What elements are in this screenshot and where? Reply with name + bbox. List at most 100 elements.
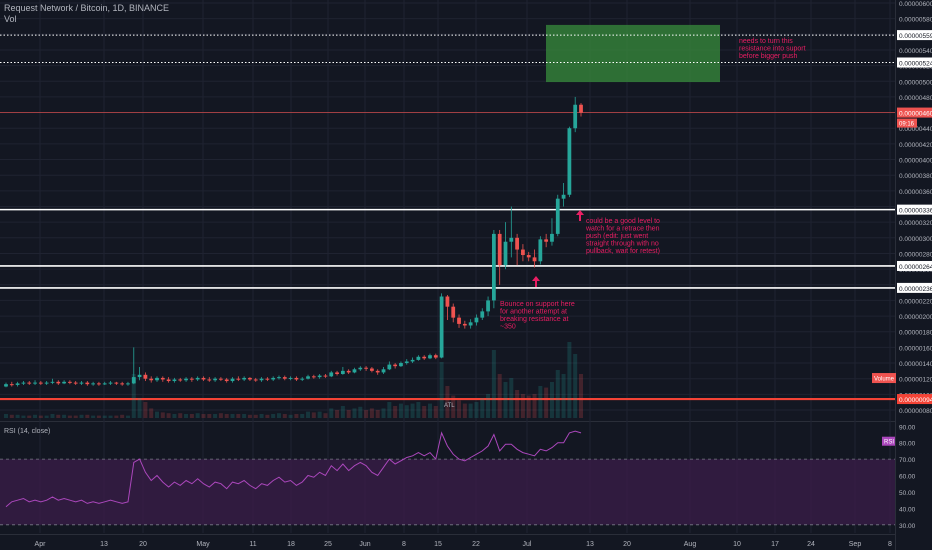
candle-body bbox=[509, 237, 514, 242]
price-tick-label: 0.00000220 bbox=[899, 298, 932, 305]
volume-bar bbox=[79, 414, 84, 418]
candle-body bbox=[219, 378, 223, 380]
candle-body bbox=[155, 377, 159, 381]
candle-body bbox=[521, 249, 525, 256]
time-tick-label: 22 bbox=[472, 541, 480, 548]
price-tick-label: 0.00000580 bbox=[899, 17, 932, 24]
target-zone-layer bbox=[546, 24, 720, 83]
candle-body bbox=[85, 382, 90, 385]
volume-bar bbox=[451, 395, 456, 418]
volume-bar bbox=[445, 386, 450, 418]
candle-body bbox=[207, 379, 212, 381]
rsi-tick-label: 60.00 bbox=[899, 474, 916, 481]
volume-bar bbox=[242, 414, 247, 418]
volume-bar bbox=[85, 414, 90, 418]
candle-body bbox=[91, 383, 96, 385]
volume-bar bbox=[50, 414, 55, 418]
volume-bar bbox=[340, 406, 345, 418]
candle-body bbox=[189, 378, 194, 380]
time-tick-label: Jun bbox=[359, 541, 370, 548]
candle-body bbox=[4, 384, 8, 387]
volume-bar bbox=[172, 414, 177, 418]
candle-body bbox=[370, 368, 374, 371]
time-tick-label: 20 bbox=[623, 541, 631, 548]
rsi-band bbox=[0, 459, 895, 525]
volume-bar bbox=[44, 415, 49, 418]
price-tick-label: 0.00000180 bbox=[899, 330, 932, 337]
price-tick-label: 0.00000320 bbox=[899, 220, 932, 227]
candle-body bbox=[346, 370, 351, 373]
volume-bar bbox=[375, 410, 380, 418]
price-tick-label: 0.00000380 bbox=[899, 173, 932, 180]
candle-body bbox=[340, 370, 345, 374]
price-tick-label: 0.00000500 bbox=[899, 79, 932, 86]
candle-body bbox=[73, 382, 78, 384]
candle-body bbox=[538, 239, 543, 262]
volume-bar bbox=[381, 408, 386, 418]
candle-body bbox=[126, 383, 130, 385]
candle-body bbox=[300, 378, 305, 380]
candle-body bbox=[579, 104, 583, 113]
candle-body bbox=[248, 377, 252, 380]
volume-bar bbox=[486, 394, 491, 418]
price-axis[interactable]: 0.000006000.000005800.000005600.00000540… bbox=[872, 1, 932, 530]
volume-bar bbox=[555, 370, 560, 418]
middle-note-line: pullback, wait for retest) bbox=[586, 248, 660, 255]
volume-bar bbox=[38, 415, 43, 418]
volume-bar bbox=[125, 415, 130, 418]
volume-bar bbox=[271, 414, 276, 418]
rsi-tick-label: 90.00 bbox=[899, 424, 916, 431]
volume-bar bbox=[160, 412, 165, 418]
candle-body bbox=[387, 364, 392, 370]
rsi-badge-bg bbox=[882, 436, 895, 446]
volume-bar bbox=[259, 414, 264, 418]
volume-bar bbox=[102, 415, 107, 418]
candle-body bbox=[282, 377, 287, 379]
volume-bar bbox=[149, 408, 154, 418]
price-tick-label: 0.00000200 bbox=[899, 314, 932, 321]
volume-tag: Volume bbox=[874, 377, 895, 383]
volume-bar bbox=[56, 414, 61, 418]
candle-body bbox=[335, 372, 339, 374]
candle-body bbox=[50, 381, 55, 383]
up-arrow-middle bbox=[576, 210, 584, 221]
candle-body bbox=[288, 377, 293, 379]
time-tick-label: 20 bbox=[139, 541, 147, 548]
candle-body bbox=[329, 372, 334, 377]
time-tick-label: Jul bbox=[523, 541, 532, 548]
candle-body bbox=[33, 382, 37, 384]
volume-bar bbox=[108, 415, 113, 418]
candle-body bbox=[21, 382, 26, 384]
rsi-badge: RSI bbox=[884, 440, 894, 446]
candle-body bbox=[532, 257, 537, 262]
volume-bar bbox=[526, 395, 531, 418]
candle-body bbox=[410, 359, 415, 362]
volume-bar bbox=[207, 414, 212, 418]
candle-body bbox=[544, 239, 549, 242]
volume-bar bbox=[300, 414, 305, 418]
volume-bar bbox=[91, 415, 96, 418]
volume-bar bbox=[195, 413, 200, 418]
candle-body bbox=[172, 379, 177, 382]
volume-bar bbox=[213, 414, 218, 418]
time-tick-label: 25 bbox=[324, 541, 332, 548]
time-axis[interactable]: Apr 13 20 May 11 18 25 Jun 8 15 22 Jul 13 20 Aug 10 17 24… bbox=[35, 541, 893, 548]
candle-body bbox=[253, 379, 258, 381]
current-price-label: 0.00000460 bbox=[899, 111, 932, 118]
red-level-label-bg bbox=[897, 394, 932, 405]
candle-body bbox=[439, 296, 444, 358]
volume-bar bbox=[457, 400, 462, 418]
price-tick-label: 0.00000360 bbox=[899, 189, 932, 196]
dotted-level-559-label-bg bbox=[897, 30, 932, 41]
price-tick-label: 0.00000120 bbox=[899, 377, 932, 384]
candle-body bbox=[9, 384, 14, 386]
candle-body bbox=[114, 382, 119, 384]
candle-body bbox=[317, 375, 322, 378]
volume-bar bbox=[532, 394, 537, 418]
candle-body bbox=[56, 381, 61, 384]
time-tick-label: 18 bbox=[287, 541, 295, 548]
candle-body bbox=[102, 383, 107, 385]
candle-body bbox=[137, 374, 142, 378]
volume-bar bbox=[96, 415, 101, 418]
